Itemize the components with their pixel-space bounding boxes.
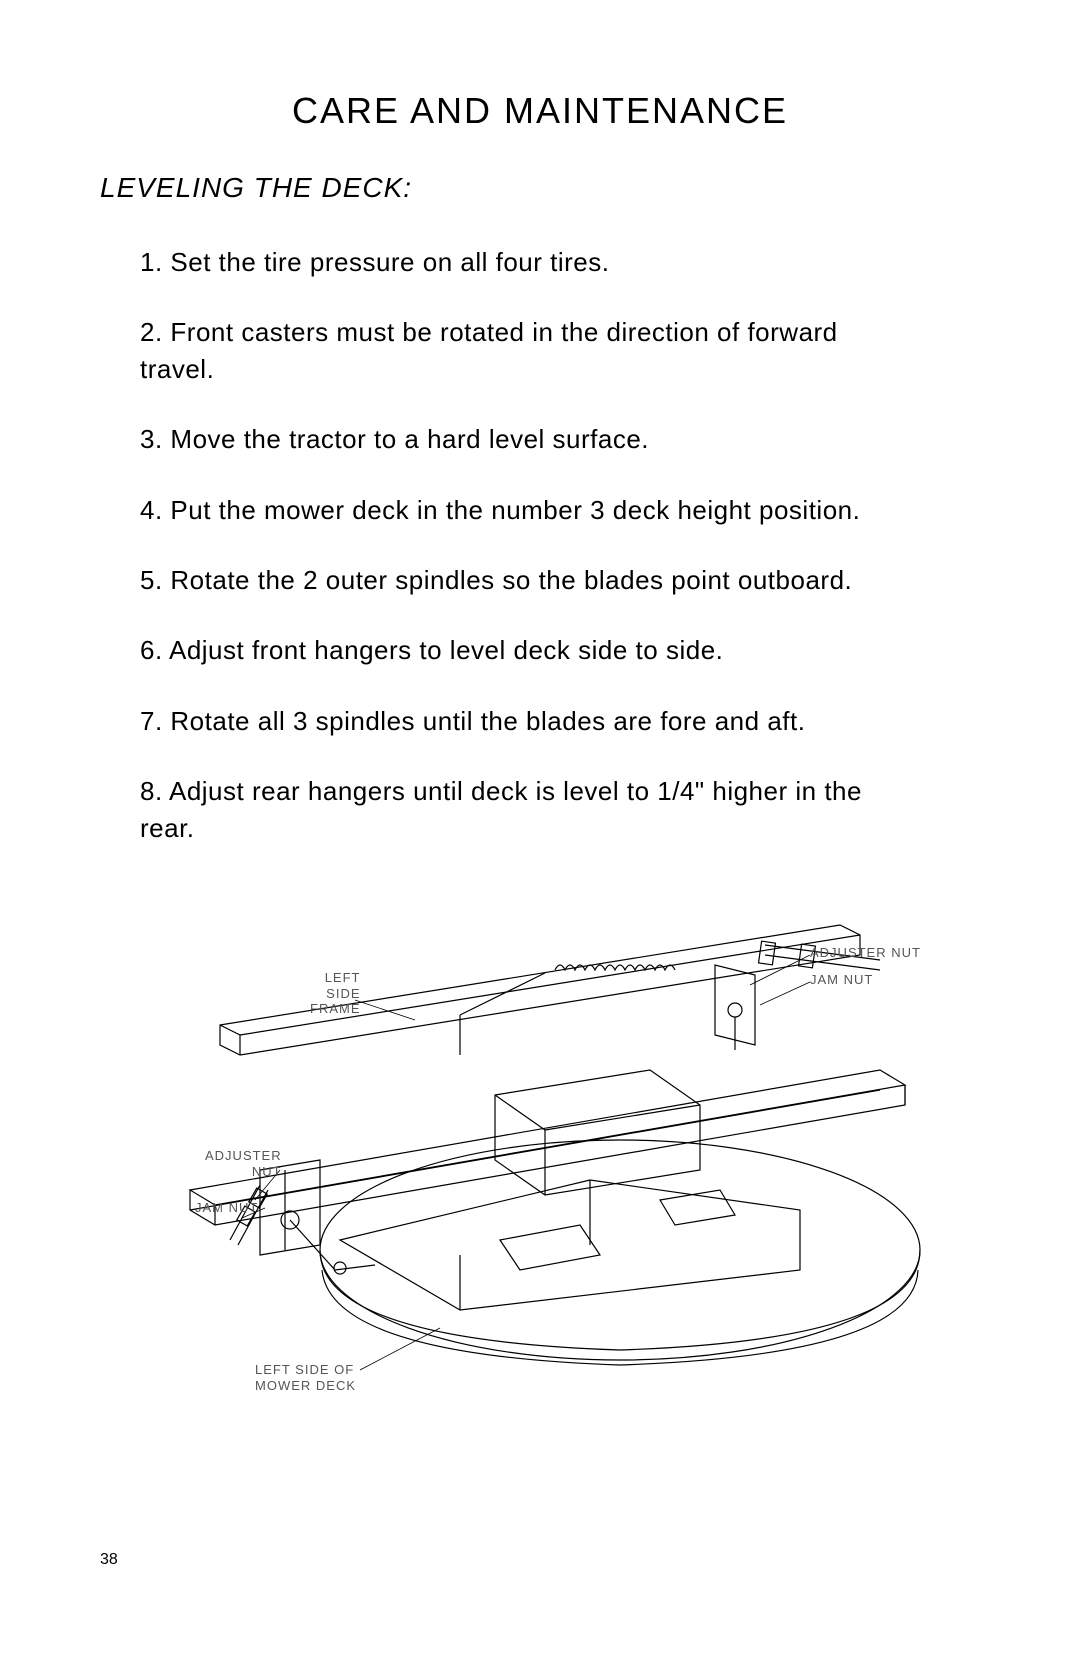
step-item: 8. Adjust rear hangers until deck is lev… [140, 773, 900, 846]
manual-page: CARE AND MAINTENANCE LEVELING THE DECK: … [0, 0, 1080, 1669]
deck-diagram: LEFT SIDE FRAME ADJUSTER NUT JAM NUT ADJ… [160, 910, 940, 1410]
label-left-side-mower-deck: LEFT SIDE OF MOWER DECK [255, 1362, 356, 1393]
step-item: 6. Adjust front hangers to level deck si… [140, 632, 900, 668]
step-item: 2. Front casters must be rotated in the … [140, 314, 900, 387]
step-item: 3. Move the tractor to a hard level surf… [140, 421, 900, 457]
page-title: CARE AND MAINTENANCE [100, 90, 980, 132]
label-left-side-frame: LEFT SIDE FRAME [310, 970, 361, 1017]
page-number: 38 [100, 1551, 118, 1569]
step-item: 4. Put the mower deck in the number 3 de… [140, 492, 900, 528]
label-adjuster-nut-top: ADJUSTER NUT [810, 945, 921, 961]
label-jam-nut-top: JAM NUT [810, 972, 873, 988]
label-adjuster-nut-left: ADJUSTER NUT [205, 1148, 282, 1179]
section-subtitle: LEVELING THE DECK: [100, 172, 980, 204]
label-jam-nut-left: JAM NUT [195, 1200, 258, 1216]
step-item: 1. Set the tire pressure on all four tir… [140, 244, 900, 280]
step-item: 5. Rotate the 2 outer spindles so the bl… [140, 562, 900, 598]
step-item: 7. Rotate all 3 spindles until the blade… [140, 703, 900, 739]
steps-list: 1. Set the tire pressure on all four tir… [100, 244, 980, 846]
